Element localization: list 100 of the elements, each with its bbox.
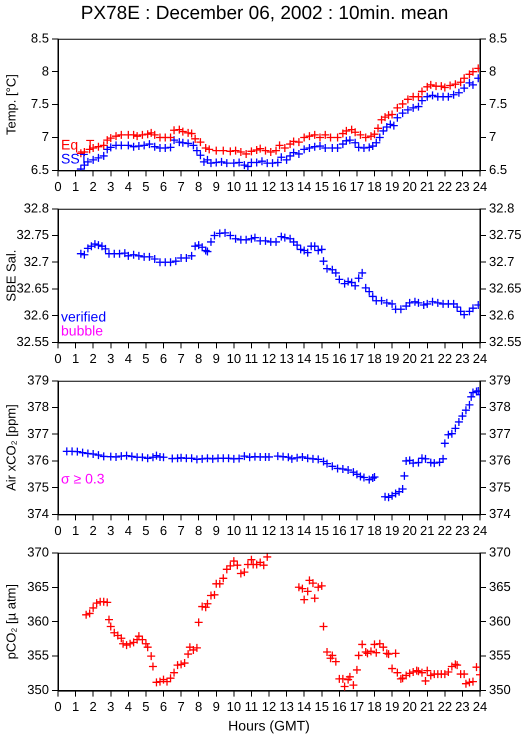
- x-tick-label: 24: [472, 350, 488, 366]
- x-tick-label: 23: [455, 178, 470, 194]
- x-tick-label: 5: [142, 178, 150, 194]
- y-tick-label: 365: [27, 578, 49, 594]
- x-tick-label: 2: [90, 522, 97, 538]
- x-tick-label: 11: [244, 698, 258, 714]
- annotation: σ ≥ 0.3: [61, 470, 105, 486]
- y2-tick-label: 32.8: [489, 200, 514, 216]
- y2-tick-label: 7: [489, 129, 496, 144]
- x-tick-label: 13: [279, 178, 294, 194]
- x-tick-label: 6: [160, 698, 168, 714]
- x-tick-label: 18: [367, 350, 382, 366]
- y-axis-title: Air xCO₂ [ppm]: [3, 404, 18, 491]
- y-tick-label: 32.7: [24, 254, 49, 269]
- x-tick-label: 0: [54, 698, 62, 714]
- x-tick-label: 3: [107, 698, 114, 714]
- x-tick-label: 7: [177, 350, 185, 366]
- y2-tick-label: 32.7: [489, 254, 514, 269]
- x-tick-label: 14: [296, 698, 312, 714]
- x-tick-label: 2: [90, 350, 97, 366]
- x-tick-label: 14: [296, 350, 312, 366]
- x-tick-label: 5: [142, 350, 150, 366]
- x-tick-label: 4: [124, 698, 132, 714]
- x-tick-label: 1: [72, 178, 80, 194]
- y2-tick-label: 370: [489, 544, 511, 560]
- y-tick-label: 379: [27, 372, 49, 388]
- annotation: bubble: [61, 322, 104, 338]
- y-axis-title: pCO₂ [µ atm]: [3, 584, 18, 660]
- x-tick-label: 18: [367, 178, 382, 194]
- x-tick-label: 20: [402, 522, 417, 538]
- y-tick-label: 32.75: [16, 227, 49, 242]
- x-tick-label: 8: [195, 350, 202, 366]
- x-tick-label: 22: [438, 522, 452, 538]
- x-tick-label: 21: [420, 178, 434, 194]
- y2-tick-label: 365: [489, 578, 511, 594]
- y2-tick-label: 379: [489, 372, 511, 388]
- x-tick-label: 22: [438, 350, 452, 366]
- y-tick-label: 32.6: [24, 307, 49, 322]
- x-tick-label: 9: [212, 522, 220, 538]
- x-tick-label: 1: [72, 522, 80, 538]
- x-tick-label: 13: [279, 522, 294, 538]
- x-tick-label: 7: [177, 698, 185, 714]
- y-tick-label: 360: [27, 613, 49, 628]
- x-tick-label: 15: [314, 522, 329, 538]
- x-tick-label: 14: [296, 522, 312, 538]
- y-tick-label: 8: [42, 63, 49, 78]
- y2-tick-label: 32.75: [489, 227, 522, 242]
- y-tick-label: 32.55: [16, 334, 49, 349]
- x-tick-label: 7: [177, 522, 185, 538]
- text: verified: [61, 308, 106, 324]
- x-tick-label: 1: [72, 350, 80, 366]
- x-tick-label: 21: [420, 698, 434, 714]
- x-tick-label: 21: [420, 350, 434, 366]
- y-tick-label: 378: [27, 399, 49, 414]
- y-tick-label: 370: [27, 544, 49, 560]
- x-tick-label: 20: [402, 698, 417, 714]
- y2-tick-label: 32.55: [489, 334, 522, 349]
- x-tick-label: 12: [262, 522, 276, 538]
- x-tick-label: 22: [438, 178, 452, 194]
- x-tick-label: 3: [107, 350, 114, 366]
- y-tick-label: 6.5: [30, 162, 49, 177]
- x-tick-label: 19: [384, 698, 400, 714]
- x-tick-label: 16: [332, 178, 347, 194]
- x-tick-label: 8: [195, 522, 202, 538]
- x-tick-label: 4: [124, 350, 132, 366]
- x-tick-label: 11: [244, 350, 258, 366]
- y2-tick-label: 8: [489, 63, 496, 78]
- x-tick-label: 0: [54, 178, 62, 194]
- x-tick-label: 17: [350, 350, 364, 366]
- y2-tick-label: 377: [489, 426, 511, 441]
- x-tick-label: 10: [226, 522, 242, 538]
- x-tick-label: 20: [402, 178, 417, 194]
- x-tick-label: 6: [160, 178, 168, 194]
- y-tick-label: 375: [27, 479, 49, 494]
- x-tick-label: 24: [472, 522, 488, 538]
- x-tick-label: 9: [212, 178, 220, 194]
- x-tick-label: 15: [314, 350, 329, 366]
- x-tick-label: 11: [244, 178, 258, 194]
- x-tick-label: 23: [455, 522, 470, 538]
- y-tick-label: 7.5: [30, 96, 49, 112]
- x-tick-label: 12: [262, 698, 276, 714]
- y-tick-label: 377: [27, 426, 49, 441]
- x-axis-title: Hours (GMT): [228, 717, 310, 734]
- x-tick-label: 9: [212, 350, 220, 366]
- y-tick-label: 32.65: [16, 280, 49, 296]
- x-tick-label: 18: [367, 698, 382, 714]
- x-tick-label: 10: [226, 178, 242, 194]
- x-tick-label: 11: [244, 522, 258, 538]
- y2-tick-label: 378: [489, 399, 511, 414]
- x-tick-label: 2: [90, 698, 97, 714]
- y-tick-label: 8.5: [30, 30, 49, 46]
- chart-title: PX78E : December 06, 2002 : 10min. mean: [80, 2, 450, 26]
- y-axis-title: SBE Sal.: [3, 250, 18, 302]
- x-tick-label: 5: [142, 522, 150, 538]
- x-tick-label: 5: [142, 698, 150, 714]
- x-tick-label: 0: [54, 522, 62, 538]
- x-tick-label: 19: [384, 522, 400, 538]
- x-tick-label: 13: [279, 698, 294, 714]
- x-tick-label: 15: [314, 698, 329, 714]
- x-tick-label: 19: [384, 178, 400, 194]
